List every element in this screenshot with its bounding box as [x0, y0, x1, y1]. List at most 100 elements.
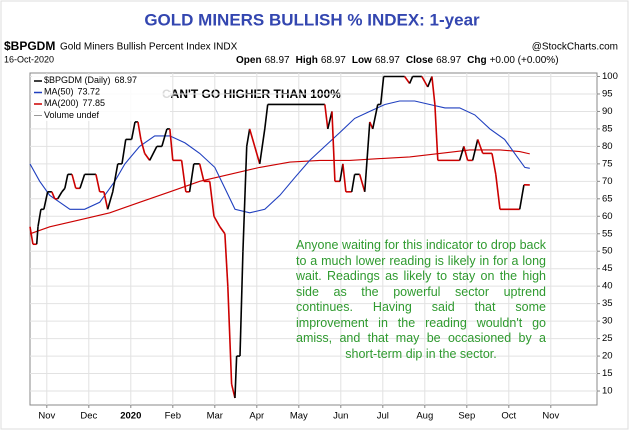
legend-entry: Volume undef — [44, 110, 100, 120]
price-segment — [324, 104, 329, 130]
x-tick-label: Oct — [501, 411, 516, 422]
price-segment — [95, 174, 101, 192]
chart-title: GOLD MINERS BULLISH % INDEX: 1-year — [144, 10, 480, 29]
price-segment — [213, 215, 221, 228]
legend-entry: MA(200) 77.85 — [44, 98, 105, 108]
y-tick-label: 75 — [602, 158, 613, 169]
price-segment — [144, 152, 151, 161]
price-segment — [227, 286, 233, 385]
price-segment — [331, 111, 336, 182]
quote-value: 68.97 — [265, 55, 290, 66]
price-segment — [403, 76, 411, 84]
quote-line: Open 68.97 High 68.97 Low 68.97 Close 68.97 Chg +… — [236, 55, 559, 66]
price-segment — [121, 139, 127, 164]
price-segment — [51, 191, 56, 200]
quote-label: Close — [406, 55, 434, 66]
price-segment — [431, 76, 436, 105]
y-tick-label: 60 — [602, 211, 613, 222]
quote-value: 68.97 — [321, 55, 346, 66]
quote-value: 68.97 — [375, 55, 400, 66]
price-segment — [29, 226, 34, 245]
price-segment — [64, 174, 69, 189]
y-tick-label: 35 — [602, 298, 613, 309]
y-tick-label: 20 — [602, 351, 613, 362]
price-segment — [234, 356, 238, 399]
x-tick-label: Dec — [80, 411, 97, 422]
x-tick-label: Nov — [38, 411, 55, 422]
description: Gold Miners Bullish Percent Index INDX — [60, 42, 238, 53]
legend-name: MA(50) — [44, 87, 74, 97]
price-segment — [242, 146, 248, 252]
x-tick-label: Nov — [542, 411, 559, 422]
plot-frame — [29, 72, 598, 406]
price-segment — [494, 174, 501, 210]
price-segment — [180, 160, 187, 192]
quote-label: Low — [352, 55, 372, 66]
price-segment — [458, 146, 465, 161]
ma-line — [29, 100, 530, 214]
price-segment — [471, 139, 479, 161]
price-segment — [239, 251, 244, 357]
price-segment — [111, 163, 119, 192]
price-segment — [491, 153, 497, 175]
price-segment — [43, 191, 49, 210]
y-tick-label: 25 — [602, 333, 613, 344]
y-tick-label: 15 — [602, 368, 613, 379]
y-tick-label: 50 — [602, 246, 613, 257]
price-segment — [421, 76, 429, 88]
y-tick-label: 30 — [602, 316, 613, 327]
legend-name: $BPGDM (Daily) — [44, 75, 111, 85]
price-segment — [358, 174, 366, 193]
x-tick-label: Jun — [333, 411, 348, 422]
y-tick-label: 80 — [602, 141, 613, 152]
price-segment — [434, 104, 439, 161]
x-tick-label: Jul — [377, 411, 389, 422]
x-tick-label: Sep — [458, 411, 475, 422]
y-tick-label: 95 — [602, 88, 613, 99]
price-segment — [258, 128, 266, 164]
y-tick-label: 90 — [602, 106, 613, 117]
y-tick-label: 45 — [602, 263, 613, 274]
y-tick-label: 10 — [602, 386, 613, 397]
price-segment — [253, 146, 261, 165]
x-tick-label: Apr — [249, 411, 264, 422]
y-tick-label: 70 — [602, 176, 613, 187]
price-segment — [327, 111, 333, 130]
y-tick-label: 40 — [602, 281, 613, 292]
price-segment — [224, 233, 229, 287]
quote-label: Chg — [467, 55, 486, 66]
price-segment — [61, 187, 66, 193]
x-tick-label: Mar — [207, 411, 223, 422]
y-tick-label: 55 — [602, 228, 613, 239]
legend-entry: MA(50) 73.72 — [44, 87, 100, 97]
price-segment — [140, 139, 146, 154]
y-tick-label: 65 — [602, 193, 613, 204]
legend-box — [32, 75, 170, 121]
price-segment — [106, 191, 114, 210]
price-segment — [208, 181, 215, 217]
price-segment — [161, 128, 168, 147]
annotation-text: Anyone waiting for this indicator to dro… — [296, 238, 546, 361]
price-segment — [248, 128, 256, 147]
date: 16-Oct-2020 — [4, 54, 54, 64]
price-segment — [148, 146, 158, 161]
y-tick-label: 85 — [602, 123, 613, 134]
quote-value: 68.97 — [436, 55, 461, 66]
price-segment — [476, 139, 484, 154]
price-segment — [245, 128, 251, 147]
price-segment — [408, 76, 414, 84]
quote-label: High — [296, 55, 318, 66]
price-segment — [130, 121, 136, 140]
price-segment — [71, 174, 77, 189]
x-tick-label: 2020 — [120, 411, 141, 422]
legend-name: MA(200) — [44, 98, 79, 108]
y-tick-label: 100 — [602, 71, 618, 82]
price-segment — [379, 76, 385, 105]
price-segment — [426, 76, 433, 88]
x-tick-label: Feb — [165, 411, 181, 422]
price-segment — [79, 174, 86, 189]
price-segment — [37, 209, 42, 227]
x-tick-label: Aug — [416, 411, 433, 422]
